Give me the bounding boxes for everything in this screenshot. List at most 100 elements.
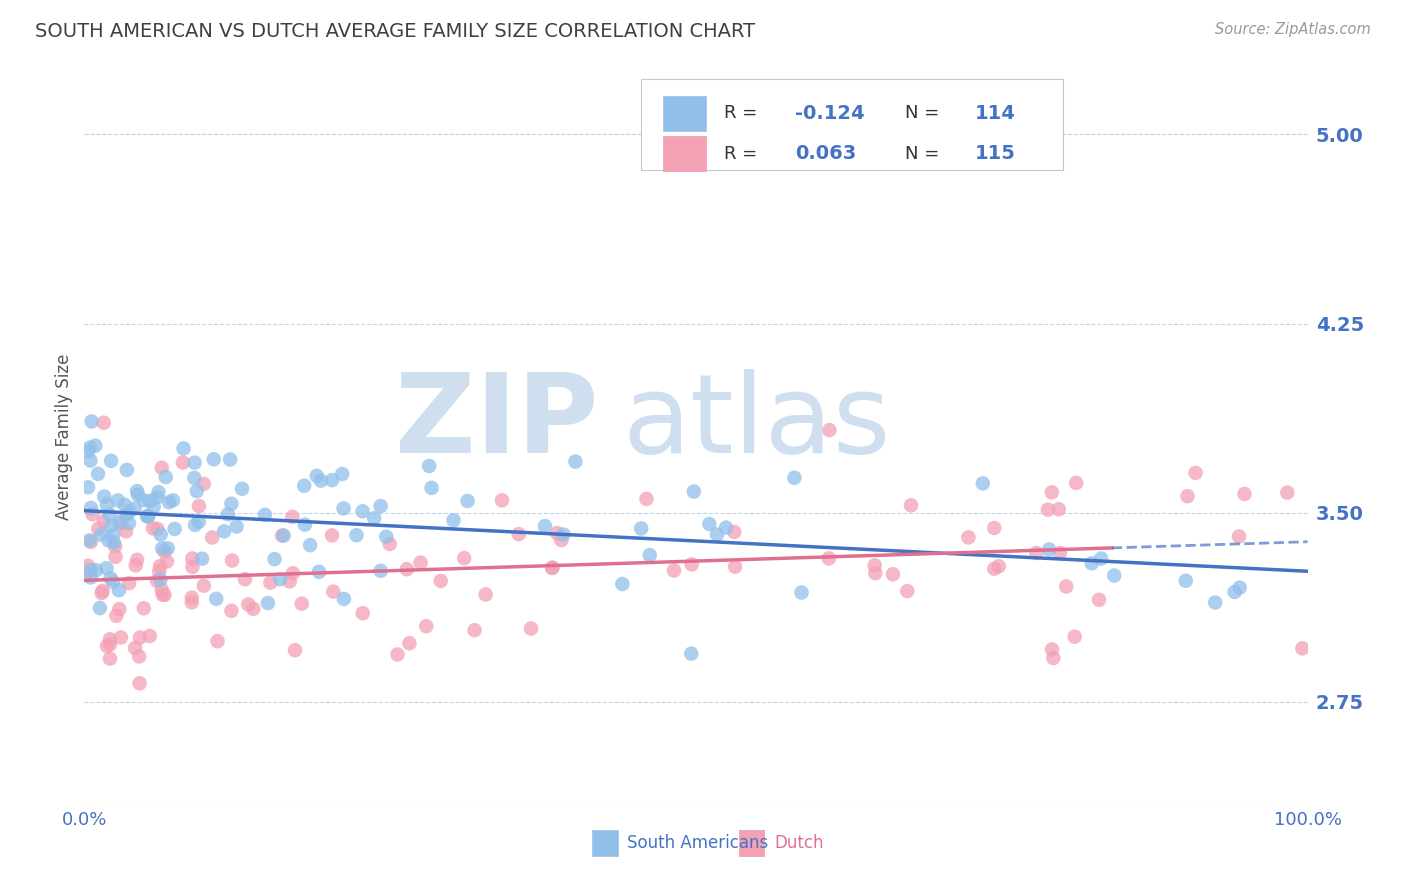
Point (98, 632, 121, 647)
Point (142, 521, 165, 535)
Point (370, 499, 392, 513)
Point (219, 452, 242, 467)
Point (100, 518, 122, 533)
Point (217, 507, 239, 521)
Point (1080, 557, 1102, 571)
Point (1229, 581, 1251, 595)
Point (271, 528, 294, 542)
Point (110, 516, 132, 531)
Point (146, 490, 169, 504)
Text: ZIP: ZIP (395, 369, 598, 476)
Point (1040, 485, 1063, 500)
Bar (664, 95, 706, 131)
Text: -0.124: -0.124 (794, 103, 865, 123)
Point (201, 531, 224, 545)
Point (474, 588, 496, 602)
Point (1277, 485, 1299, 500)
Point (681, 647, 703, 661)
Text: N =: N = (905, 104, 945, 122)
Point (305, 468, 328, 483)
Text: Source: ZipAtlas.com: Source: ZipAtlas.com (1215, 22, 1371, 37)
Point (146, 574, 169, 588)
Point (1227, 529, 1250, 543)
Point (139, 629, 162, 643)
Point (79, 533, 101, 548)
Point (1042, 651, 1064, 665)
Point (1049, 546, 1071, 560)
Point (193, 579, 215, 593)
Point (118, 576, 141, 591)
Point (115, 508, 138, 522)
Point (1174, 574, 1197, 588)
Point (294, 517, 316, 532)
Bar (664, 136, 706, 171)
Point (181, 560, 204, 574)
Y-axis label: Average Family Size: Average Family Size (55, 354, 73, 520)
Text: atlas: atlas (623, 369, 891, 476)
Point (387, 648, 409, 662)
Point (957, 530, 980, 544)
Point (80, 563, 103, 577)
Point (183, 471, 205, 485)
Point (398, 636, 420, 650)
Point (152, 588, 174, 602)
Point (697, 516, 720, 531)
Point (148, 564, 170, 578)
Point (191, 551, 214, 566)
Point (80, 534, 103, 549)
Point (79, 570, 101, 584)
Point (108, 602, 131, 616)
FancyBboxPatch shape (641, 78, 1063, 170)
Point (378, 537, 401, 551)
Text: 115: 115 (974, 145, 1015, 163)
Bar (592, 830, 617, 855)
Point (333, 591, 356, 606)
Point (1177, 489, 1199, 503)
Point (104, 539, 127, 553)
Point (1291, 641, 1313, 656)
Point (80, 500, 103, 515)
Point (150, 460, 173, 475)
Point (150, 582, 173, 597)
Point (129, 631, 152, 645)
Point (90, 586, 112, 600)
Point (257, 596, 280, 610)
Point (93, 416, 115, 430)
Point (1047, 502, 1070, 516)
Point (156, 554, 179, 568)
Point (292, 478, 315, 492)
Point (309, 474, 332, 488)
Point (93, 490, 115, 504)
Point (253, 508, 276, 522)
Point (453, 551, 475, 566)
Point (612, 577, 634, 591)
Text: 0.063: 0.063 (794, 145, 856, 163)
Point (346, 528, 368, 542)
Point (491, 493, 513, 508)
Point (714, 521, 737, 535)
Point (863, 558, 886, 573)
Point (127, 488, 149, 502)
Text: SOUTH AMERICAN VS DUTCH AVERAGE FAMILY SIZE CORRELATION CHART: SOUTH AMERICAN VS DUTCH AVERAGE FAMILY S… (35, 22, 755, 41)
Text: R =: R = (724, 145, 763, 162)
Point (464, 624, 486, 638)
Point (790, 585, 813, 599)
Point (395, 562, 418, 576)
Point (263, 552, 285, 566)
Point (1204, 596, 1226, 610)
Point (187, 499, 209, 513)
Point (100, 454, 122, 468)
Point (142, 500, 165, 514)
Point (225, 519, 247, 533)
Point (1090, 551, 1112, 566)
Point (157, 495, 180, 509)
Point (124, 501, 146, 516)
Point (231, 482, 253, 496)
Point (89, 601, 111, 615)
Point (136, 509, 159, 524)
Point (508, 527, 530, 541)
Point (330, 467, 353, 481)
Point (115, 524, 138, 539)
Point (1233, 487, 1256, 501)
Point (281, 509, 304, 524)
